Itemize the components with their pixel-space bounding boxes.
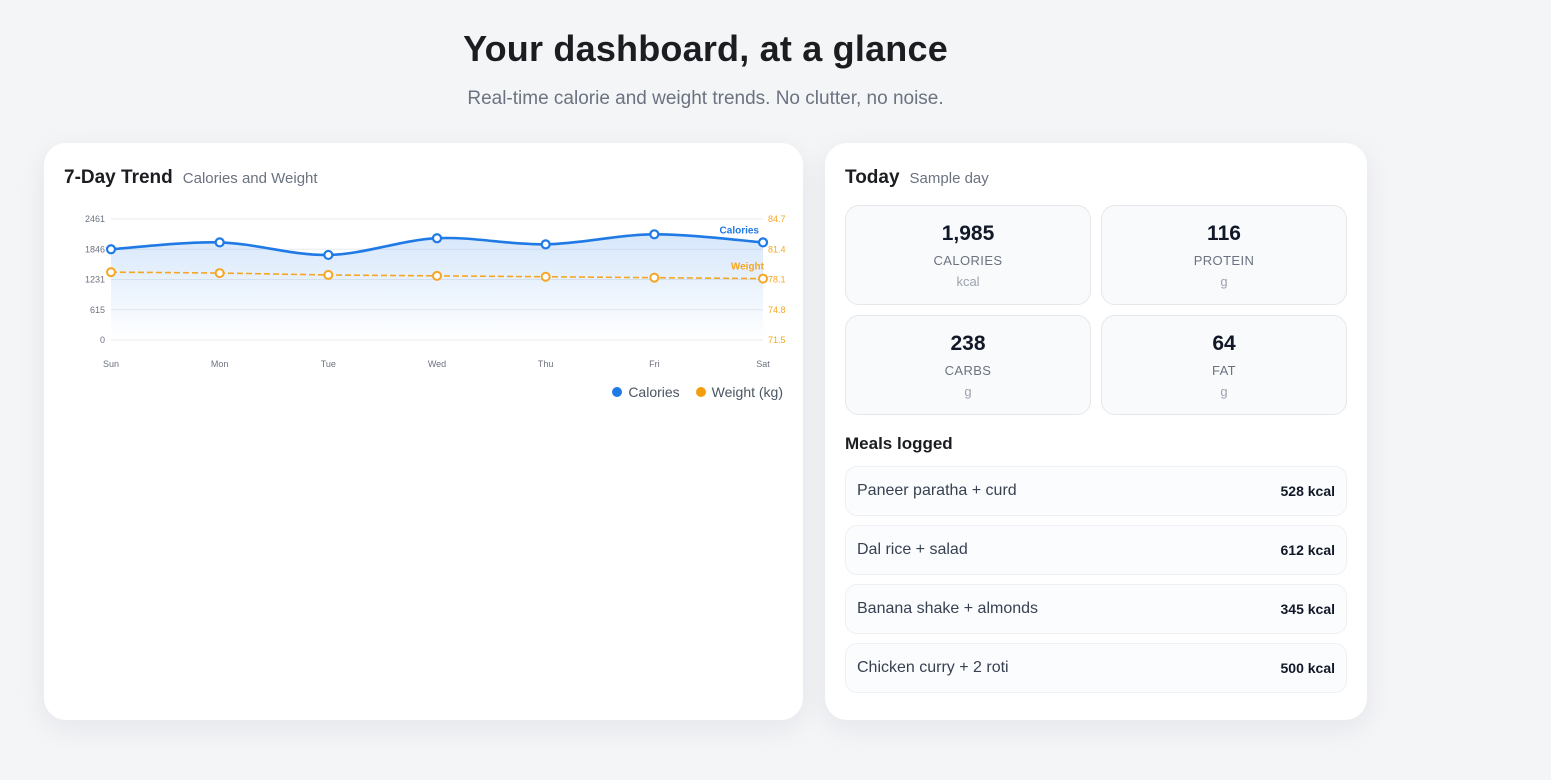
macro-card-fat: 64 FAT g <box>1101 315 1347 415</box>
chart-legend: Calories Weight (kg) <box>612 384 783 400</box>
list-item[interactable]: Dal rice + salad 612 kcal <box>845 525 1347 575</box>
y-tick-label-right: 74.8 <box>768 305 786 315</box>
y-tick-label-left: 615 <box>90 305 105 315</box>
legend-label-weight: Weight (kg) <box>711 384 783 400</box>
calories-series-label: Calories <box>720 225 760 236</box>
x-tick-label: Sat <box>756 359 770 369</box>
weight-point <box>323 269 334 280</box>
calories-point <box>214 237 225 248</box>
today-title: Today <box>845 167 900 188</box>
y-tick-label-left: 1846 <box>85 244 105 254</box>
macro-unit: g <box>1220 273 1228 289</box>
y-tick-label-left: 1231 <box>85 275 105 285</box>
meal-name: Paneer paratha + curd <box>857 482 1017 499</box>
macro-label: CALORIES <box>933 252 1003 268</box>
macro-value: 238 <box>950 331 986 355</box>
macro-unit: g <box>964 383 972 399</box>
x-tick-label: Fri <box>649 359 660 369</box>
list-item[interactable]: Chicken curry + 2 roti 500 kcal <box>845 643 1347 693</box>
y-tick-label-right: 78.1 <box>768 275 786 285</box>
hero: Your dashboard, at a glance Real-time ca… <box>0 28 1411 110</box>
y-tick-label-left: 0 <box>100 335 105 345</box>
x-tick-label: Sun <box>103 359 119 369</box>
macro-label: FAT <box>1211 362 1237 378</box>
calories-point <box>757 237 769 248</box>
trend-card: 7-Day Trend Calories and Weight 0 71.5 615… <box>44 143 803 720</box>
legend-dot-calories <box>612 387 623 397</box>
meal-name: Banana shake + almonds <box>857 600 1039 617</box>
calories-point <box>431 233 443 244</box>
macro-card-protein: 116 PROTEIN g <box>1101 205 1347 305</box>
page-subtitle: Real-time calorie and weight trends. No … <box>467 88 944 109</box>
calories-point <box>649 229 660 240</box>
list-item[interactable]: Paneer paratha + curd 528 kcal <box>845 466 1347 516</box>
weight-point <box>649 272 660 283</box>
y-tick-label-right: 81.4 <box>768 244 786 254</box>
macro-value: 1,985 <box>941 221 995 245</box>
trend-card-header: 7-Day Trend Calories and Weight <box>64 167 318 189</box>
list-item[interactable]: Banana shake + almonds 345 kcal <box>845 584 1347 634</box>
meal-kcal: 612 kcal <box>1280 542 1336 558</box>
trend-chart: 0 71.5 615 74.8 1231 78.1 1846 81.4 2461 84.7 Sun M… <box>85 214 786 369</box>
macro-label: CARBS <box>944 362 992 378</box>
x-tick-label: Mon <box>211 359 229 369</box>
calories-area <box>111 234 763 340</box>
weight-point <box>758 273 768 284</box>
legend-item-weight[interactable]: Weight (kg) <box>695 384 783 400</box>
today-card-header: Today Sample day <box>845 167 989 189</box>
legend-dot-weight <box>695 387 706 397</box>
y-tick-label-left: 2461 <box>85 214 105 224</box>
meal-kcal: 345 kcal <box>1280 601 1336 617</box>
macro-card-calories: 1,985 CALORIES kcal <box>845 205 1091 305</box>
trend-title: 7-Day Trend <box>64 167 173 188</box>
legend-label-calories: Calories <box>628 384 680 400</box>
y-tick-label-right: 84.7 <box>768 214 786 224</box>
weight-point <box>106 267 116 278</box>
macro-value: 64 <box>1212 331 1236 355</box>
meal-name: Chicken curry + 2 roti <box>857 659 1009 676</box>
meal-name: Dal rice + salad <box>857 541 968 558</box>
calories-point <box>323 249 334 261</box>
macro-card-carbs: 238 CARBS g <box>845 315 1091 415</box>
y-tick-label-right: 71.5 <box>768 335 786 345</box>
macro-value: 116 <box>1207 221 1241 245</box>
page-title: Your dashboard, at a glance <box>463 28 948 69</box>
weight-point <box>432 270 442 281</box>
trend-subtitle: Calories and Weight <box>182 170 318 187</box>
meal-kcal: 500 kcal <box>1280 660 1336 676</box>
macro-unit: kcal <box>956 273 980 289</box>
weight-point <box>214 268 225 279</box>
macro-label: PROTEIN <box>1193 252 1255 268</box>
calories-point <box>105 244 117 255</box>
x-tick-label: Thu <box>538 359 554 369</box>
weight-series-label: Weight <box>731 262 765 273</box>
today-card: Today Sample day 1,985 CALORIES kcal 116… <box>825 143 1367 720</box>
meals-title: Meals logged <box>845 434 953 453</box>
meals-list: Paneer paratha + curd 528 kcal Dal rice … <box>845 466 1347 702</box>
macro-unit: g <box>1220 383 1228 399</box>
legend-item-calories[interactable]: Calories <box>612 384 680 400</box>
x-tick-label: Tue <box>321 359 336 369</box>
meal-kcal: 528 kcal <box>1280 483 1336 499</box>
x-tick-label: Wed <box>428 359 446 369</box>
macro-grid: 1,985 CALORIES kcal 116 PROTEIN g 238 CA… <box>845 205 1347 415</box>
weight-point <box>540 271 551 282</box>
calories-point <box>540 239 551 250</box>
today-subtitle: Sample day <box>909 170 989 187</box>
